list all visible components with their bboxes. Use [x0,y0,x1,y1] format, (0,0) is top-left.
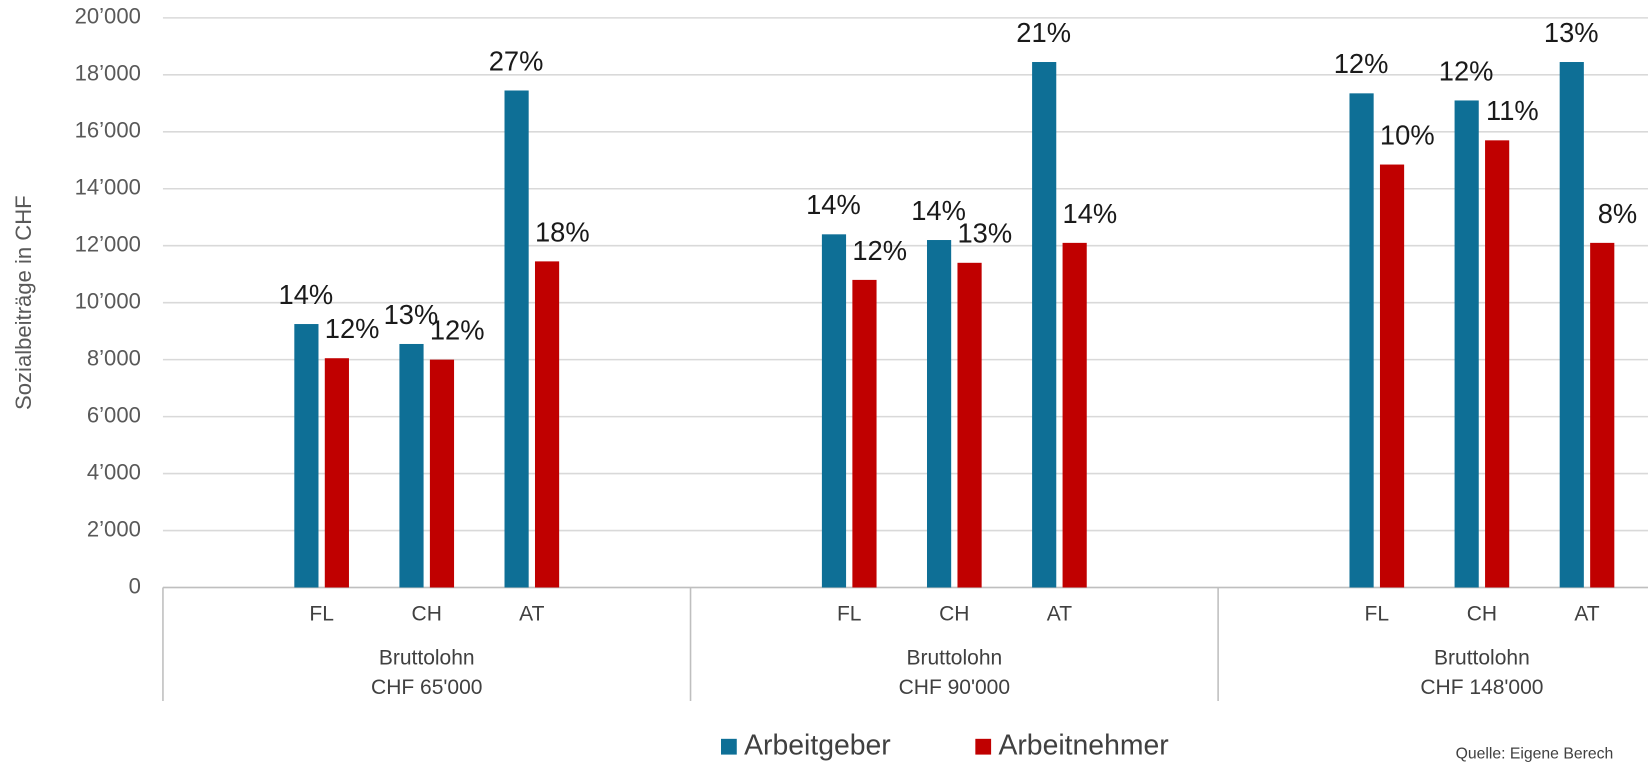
y-tick-label: 0 [129,573,141,598]
group-label: Bruttolohn [379,647,475,670]
bar [1062,242,1087,588]
legend-label: Arbeitnehmer [998,730,1168,762]
x-tick-label: CH [1467,602,1497,625]
data-label: 14% [279,279,334,310]
y-tick-label: 6’000 [87,402,141,427]
data-label: 14% [806,189,861,220]
source: Quelle: Eigene Berech [1456,746,1614,763]
legend-swatch [721,738,737,755]
y-tick-label: 12’000 [75,232,141,257]
bar [504,90,529,588]
bar [1032,62,1057,588]
data-label: 14% [911,195,966,226]
data-label: 13% [1544,17,1599,48]
group-label: CHF 65'000 [371,676,482,699]
legend-swatch [975,738,992,755]
group-label: Bruttolohn [906,647,1002,670]
group-label: CHF 90'000 [899,676,1010,699]
y-tick-label: 20’000 [75,4,141,29]
data-label: 14% [1063,198,1118,229]
y-tick-label: 16’000 [75,118,141,143]
x-tick-label: FL [309,602,334,625]
data-label: 21% [1016,17,1071,48]
bar [534,261,560,588]
bar [926,240,952,588]
y-tick-label: 10’000 [75,289,141,314]
x-tick-label: AT [1574,602,1599,625]
y-tick-label: 2’000 [87,516,141,541]
x-tick-label: CH [412,602,442,625]
x-tick-label: FL [1365,602,1390,625]
bar [1379,164,1405,588]
x-tick-label: FL [837,602,862,625]
data-label: 12% [1439,55,1494,86]
group-label: CHF 148'000 [1420,676,1543,699]
bar [429,359,455,588]
x-tick-label: CH [939,602,969,625]
y-axis-label: Sozialbeiträge in CHF [11,195,36,410]
bar [1559,62,1584,588]
data-label: 12% [852,235,907,266]
bar [821,234,847,588]
data-label: 13% [957,218,1012,249]
y-tick-label: 14’000 [75,175,141,200]
data-label: 18% [535,216,590,247]
data-label: 12% [1334,48,1389,79]
legend-label: Arbeitgeber [744,730,891,762]
bar [852,279,877,588]
bar [1485,140,1510,588]
x-tick-label: AT [1047,602,1072,625]
data-label: 12% [430,315,485,346]
bar [294,324,319,588]
bar [1454,100,1479,588]
bar [399,343,424,588]
bar [1349,93,1374,588]
data-label: 11% [1486,95,1539,126]
y-tick-label: 4’000 [87,459,141,484]
y-tick-label: 8’000 [87,345,141,370]
bar [1590,242,1615,588]
bar [957,262,982,588]
y-tick-label: 18’000 [75,61,141,86]
data-label: 27% [489,45,544,76]
group-label: Bruttolohn [1434,647,1530,670]
data-label: 12% [325,313,380,344]
data-label: 10% [1380,119,1435,150]
x-tick-label: AT [519,602,544,625]
data-label: 8% [1598,198,1637,229]
data-label: 13% [384,299,439,330]
bar [324,358,349,588]
